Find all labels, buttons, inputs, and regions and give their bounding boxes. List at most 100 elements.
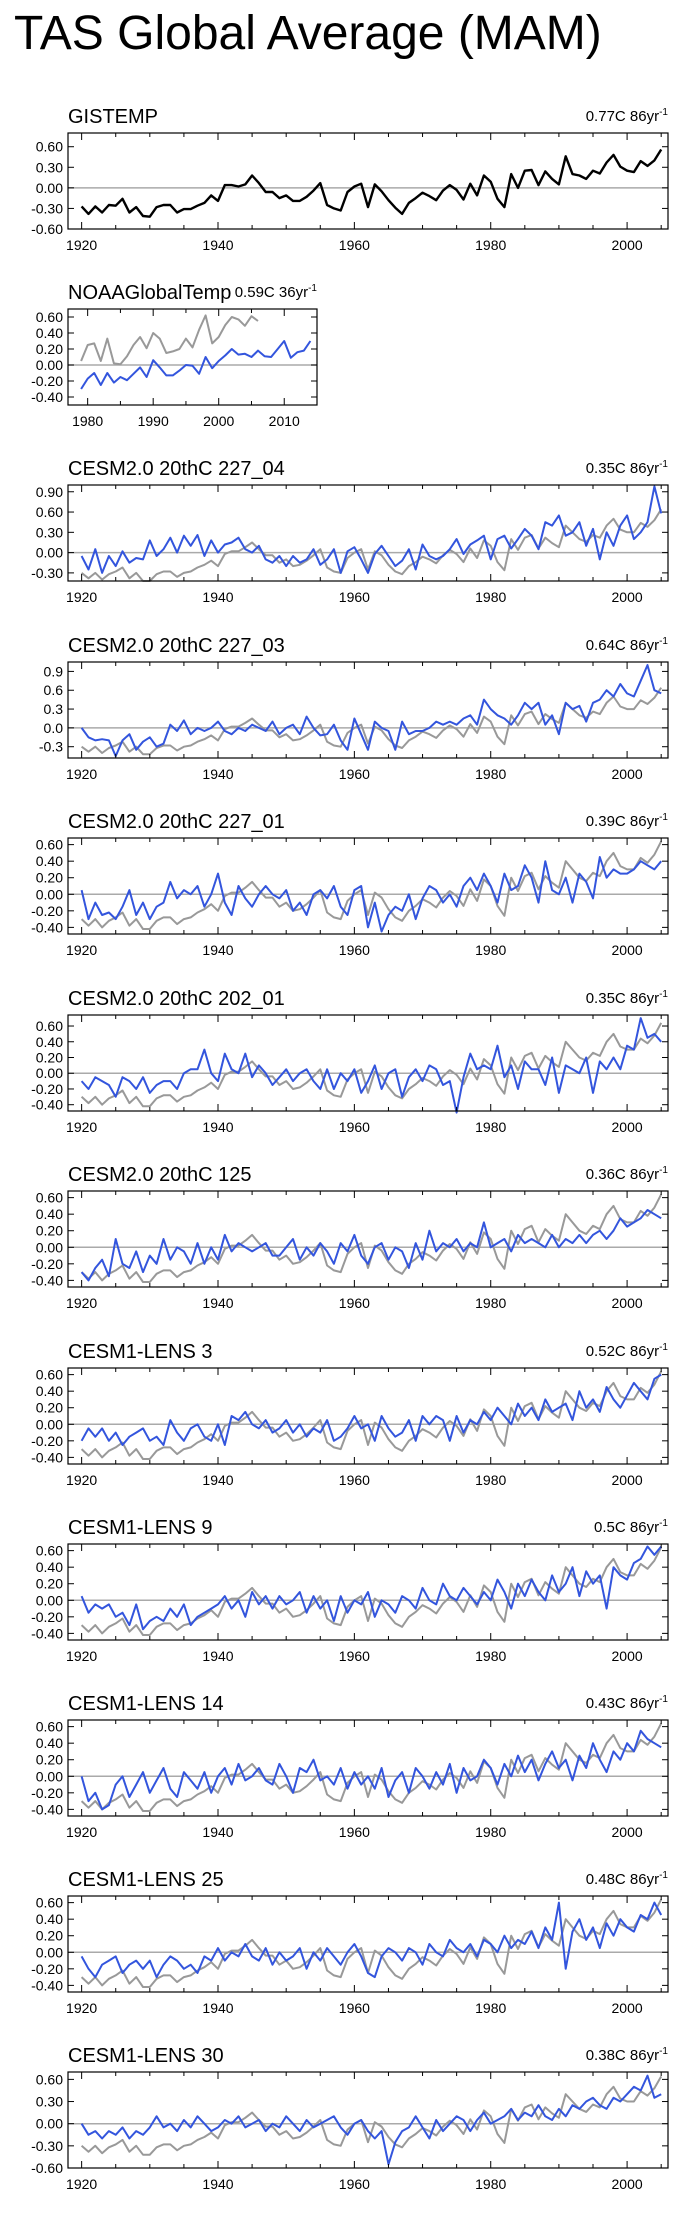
panel-1-xtick-label: 1980 <box>475 237 506 253</box>
panel-10-ytick-label: -0.20 <box>31 1785 63 1801</box>
panel-3-title: CESM2.0 20thC 227_04 <box>68 458 285 480</box>
panel-12-trend-label: 0.38C 86yr-1 <box>586 2046 669 2064</box>
panel-2-trend-exponent: -1 <box>308 283 317 294</box>
panel-1-ytick-label: 0.30 <box>36 159 63 175</box>
panel-4-xtick-label: 1960 <box>339 766 370 782</box>
panel-11-xtick-label: 2000 <box>612 2000 643 2016</box>
panel-6-frame <box>67 1014 669 1112</box>
panel-5-reference-line <box>80 840 663 930</box>
panel-12-ytick-label: 0.60 <box>36 2071 63 2087</box>
panel-3-ytick-label: 0.60 <box>36 504 63 520</box>
panel-7-model-line <box>80 1209 662 1282</box>
panel-5-ytick-label: 0.40 <box>36 853 63 869</box>
panel-10-ytick-label: 0.60 <box>36 1719 63 1735</box>
panel-8-ytick-label: -0.40 <box>31 1449 63 1465</box>
panel-7-xtick-label: 1980 <box>475 1295 506 1311</box>
panel-5-ytick-label: 0.60 <box>36 837 63 853</box>
panel-7-trend-exponent: -1 <box>659 1165 668 1176</box>
panel-3-model-line <box>80 485 663 574</box>
panel-7-xtick-label: 1960 <box>339 1295 370 1311</box>
panel-2-title: NOAAGlobalTemp <box>68 282 231 304</box>
panel-8-xtick-label: 1960 <box>339 1472 370 1488</box>
panel-3-ytick-label: 0.00 <box>36 545 63 561</box>
panel-5-trend-exponent: -1 <box>659 812 668 823</box>
panel-8-ytick-label: 0.20 <box>36 1400 63 1416</box>
panel-3-xtick-label: 1960 <box>339 589 370 605</box>
panel-12-model-line <box>80 2074 662 2166</box>
panel-1-trend-exponent: -1 <box>659 107 668 118</box>
panel-12-ytick-label: -0.60 <box>31 2160 63 2176</box>
panel-10-model-line <box>80 1729 662 1811</box>
panel-2-ytick-label: 0.20 <box>36 341 63 357</box>
panel-8-ytick-label: 0.40 <box>36 1383 63 1399</box>
panel-11-trend-label: 0.48C 86yr-1 <box>586 1870 669 1888</box>
panel-6-ytick-label: 0.20 <box>36 1049 63 1065</box>
panel-1-xtick-label: 1960 <box>339 237 370 253</box>
panel-2-frame <box>67 308 318 406</box>
panel-3-xtick-label: 1920 <box>66 589 97 605</box>
panel-9-xtick-label: 1940 <box>202 1648 233 1664</box>
panel-11-model-line <box>80 1901 663 1979</box>
panel-6-xtick-label: 1980 <box>475 1119 506 1135</box>
panel-7-xtick-label: 2000 <box>612 1295 643 1311</box>
panel-12-reference-line <box>80 2075 663 2156</box>
panel-2-xtick-label: 2010 <box>269 413 300 429</box>
page-title: TAS Global Average (MAM) <box>14 7 602 60</box>
panel-8-xtick-label: 1920 <box>66 1472 97 1488</box>
panel-5-ytick-label: -0.40 <box>31 919 63 935</box>
panel-4-model-line <box>80 664 662 758</box>
panel-12-xtick-label: 1940 <box>202 2176 233 2192</box>
panel-11-xtick-label: 1960 <box>339 2000 370 2016</box>
panel-10-reference-line <box>80 1722 663 1812</box>
panel-1-frame <box>67 132 669 230</box>
panel-6-xtick-label: 1920 <box>66 1119 97 1135</box>
panel-10-ytick-label: 0.20 <box>36 1752 63 1768</box>
panel-5-ytick-label: -0.20 <box>31 903 63 919</box>
panel-6-ytick-label: 0.40 <box>36 1034 63 1050</box>
panel-9-model-line <box>80 1545 662 1631</box>
panel-7-reference-line <box>80 1193 663 1283</box>
panel-5-trend-label: 0.39C 86yr-1 <box>586 812 669 830</box>
panel-1-ytick-label: -0.30 <box>31 200 63 216</box>
panel-12-frame <box>67 2071 669 2169</box>
panel-8-trend-label: 0.52C 86yr-1 <box>586 1342 669 1360</box>
panel-12-title: CESM1-LENS 30 <box>68 2045 224 2067</box>
panel-8-ytick-label: 0.60 <box>36 1367 63 1383</box>
panel-7-ytick-label: -0.40 <box>31 1272 63 1288</box>
panel-6-ytick-label: 0.00 <box>36 1065 63 1081</box>
panel-6-model-line <box>80 1017 662 1114</box>
panel-11-ytick-label: 0.60 <box>36 1895 63 1911</box>
panel-1-title: GISTEMP <box>68 106 158 128</box>
panel-3-xtick-label: 2000 <box>612 589 643 605</box>
panel-9-title: CESM1-LENS 9 <box>68 1517 213 1539</box>
panel-7-ytick-label: -0.20 <box>31 1256 63 1272</box>
panel-5-model-line <box>80 856 662 933</box>
panel-6-trend-exponent: -1 <box>659 989 668 1000</box>
panel-8-xtick-label: 1940 <box>202 1472 233 1488</box>
panel-7-ytick-label: 0.00 <box>36 1239 63 1255</box>
panel-8-ytick-label: -0.20 <box>31 1433 63 1449</box>
panel-3-xtick-label: 1940 <box>202 589 233 605</box>
panel-4-ytick-label: 0.3 <box>44 701 64 717</box>
panel-5-xtick-label: 1980 <box>475 942 506 958</box>
panel-10-xtick-label: 1980 <box>475 1824 506 1840</box>
panel-11-reference-line <box>80 1898 663 1988</box>
panel-6-reference-line <box>80 1022 663 1108</box>
panel-12-trend-exponent: -1 <box>659 2046 668 2057</box>
panel-8-xtick-label: 2000 <box>612 1472 643 1488</box>
panel-2-model-line <box>80 340 312 390</box>
panel-12-ytick-label: 0.30 <box>36 2094 63 2110</box>
panel-11-trend-exponent: -1 <box>659 1870 668 1881</box>
panel-11-ytick-label: -0.40 <box>31 1977 63 1993</box>
panel-8-ytick-label: 0.00 <box>36 1416 63 1432</box>
panel-1-ytick-label: 0.60 <box>36 139 63 155</box>
panel-4-xtick-label: 1920 <box>66 766 97 782</box>
panel-10-xtick-label: 2000 <box>612 1824 643 1840</box>
panel-3-trend-label: 0.35C 86yr-1 <box>586 459 669 477</box>
panel-4-trend-exponent: -1 <box>659 636 668 647</box>
panel-4-ytick-label: 0.9 <box>44 663 64 679</box>
panel-1-xtick-label: 1940 <box>202 237 233 253</box>
panel-11-title: CESM1-LENS 25 <box>68 1869 224 1891</box>
panel-7-xtick-label: 1940 <box>202 1295 233 1311</box>
panel-4-xtick-label: 2000 <box>612 766 643 782</box>
